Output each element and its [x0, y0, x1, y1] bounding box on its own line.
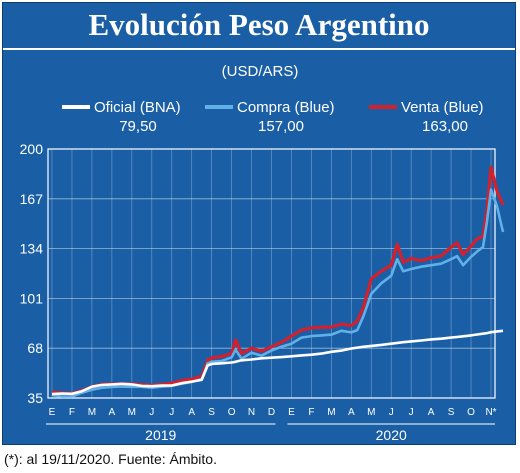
x-tick-label: J [149, 407, 154, 418]
year-label-2020: 2020 [376, 427, 407, 443]
y-tick-label: 167 [20, 191, 44, 207]
x-tick-label: O [228, 407, 236, 418]
x-tick-label: O [467, 407, 475, 418]
x-tick-label: M [88, 407, 96, 418]
legend-value-venta: 163,00 [422, 118, 468, 135]
y-tick-label: 134 [20, 241, 44, 257]
x-tick-label: A [109, 407, 116, 418]
legend-label-compra: Compra (Blue) [237, 99, 335, 116]
legend-label-oficial: Oficial (BNA) [94, 99, 181, 116]
legend-label-venta: Venta (Blue) [401, 99, 484, 116]
x-tick-label: A [188, 407, 195, 418]
x-tick-label: E [49, 407, 56, 418]
y-tick-label: 101 [20, 290, 44, 306]
legend-value-compra: 157,00 [258, 118, 304, 135]
y-tick-label: 200 [20, 141, 44, 157]
x-tick-label: E [288, 407, 295, 418]
x-tick-label: M [367, 407, 375, 418]
x-tick-label: F [308, 407, 314, 418]
footnote: (*): al 19/11/2020. Fuente: Ámbito. [4, 451, 217, 467]
x-tick-label: N* [485, 407, 496, 418]
x-tick-label: J [409, 407, 414, 418]
x-tick-label: D [268, 407, 275, 418]
x-tick-label: J [389, 407, 394, 418]
x-tick-label: A [348, 407, 355, 418]
title-bar: Evolución Peso Argentino [3, 3, 515, 50]
x-tick-label: F [69, 407, 75, 418]
unit-label: (USD/ARS) [222, 63, 299, 80]
series-line-oficial [51, 329, 504, 396]
x-tick-label: M [128, 407, 136, 418]
year-label-2019: 2019 [145, 427, 176, 443]
legend-value-oficial: 79,50 [119, 118, 157, 135]
y-tick-label: 68 [27, 340, 43, 356]
x-tick-label: N [248, 407, 255, 418]
x-tick-label: S [208, 407, 215, 418]
y-tick-label: 35 [27, 390, 43, 406]
x-tick-label: M [327, 407, 335, 418]
x-tick-label: S [448, 407, 455, 418]
x-tick-label: J [169, 407, 174, 418]
x-tick-label: A [428, 407, 435, 418]
chart-title: Evolución Peso Argentino [88, 7, 430, 42]
